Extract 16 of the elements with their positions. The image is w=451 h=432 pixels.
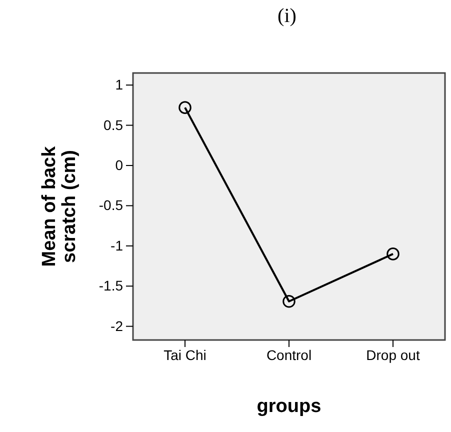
y-tick-label: -2	[110, 318, 124, 334]
point	[282, 295, 296, 308]
y-tick-label: -0.5	[98, 197, 124, 214]
x-axis-title: groups	[256, 396, 322, 417]
y-axis-title: Mean of back scratch (cm)	[39, 146, 80, 267]
point	[178, 101, 192, 114]
point	[386, 248, 400, 260]
chart-title: (i)	[278, 5, 296, 27]
y-tick-label: 1	[115, 76, 124, 93]
x-tick-label: Control	[266, 346, 312, 363]
y-tick-label: 0.5	[104, 116, 124, 133]
x-tick-label: Tai Chi	[164, 346, 206, 363]
x-tick-label: Drop out	[366, 346, 420, 363]
y-tick-label: -1.5	[98, 278, 124, 294]
y-tick-label: 0	[115, 156, 124, 173]
y-tick-label: -1	[110, 237, 124, 254]
